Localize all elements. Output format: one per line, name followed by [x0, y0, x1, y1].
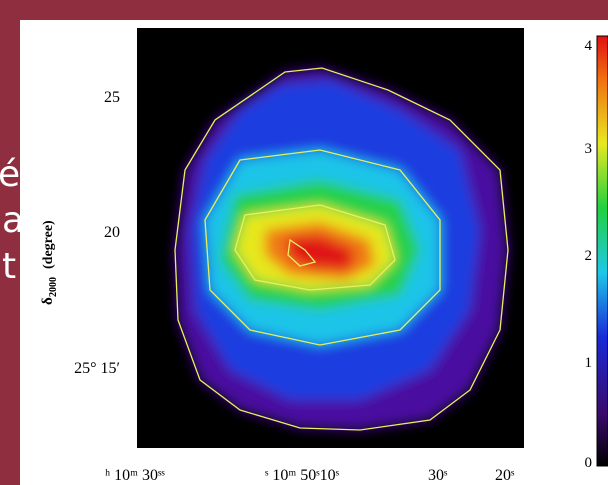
colorbar-tick-label: 2 [585, 248, 593, 264]
y-tick-label: 25° 15′ [74, 360, 120, 377]
colorbar-tick-label: 1 [585, 355, 593, 371]
y-axis-label: δ 2000 (degree) [40, 220, 59, 305]
x-tick-label: ʰ 10ᵐ 30ˢˢ [105, 467, 165, 484]
slide-text: é [0, 154, 20, 195]
y-tick-label: 25 [104, 89, 120, 106]
slide-text: a [2, 200, 24, 241]
x-tick-label: 30ˢ [428, 467, 448, 484]
emission-map [175, 68, 508, 430]
y-tick-label: 20 [104, 224, 120, 241]
colorbar-tick-label: 4 [585, 38, 593, 54]
slide-left-band [0, 0, 20, 485]
y-axis-subscript: 2000 [48, 277, 59, 297]
x-tick-label: 20ˢ [495, 467, 515, 484]
y-axis-symbol: δ [40, 297, 56, 305]
contours [174, 67, 509, 431]
colorbar-tick-label: 0 [585, 455, 593, 471]
slide-text: t [2, 246, 16, 287]
colorbar-tick-label: 3 [585, 141, 593, 157]
x-tick-label: ˢ 10ᵐ 50ˢ10ˢ [265, 467, 340, 484]
y-axis-unit: (degree) [41, 220, 56, 269]
slide-top-band [0, 0, 608, 20]
colorbar [596, 35, 608, 467]
